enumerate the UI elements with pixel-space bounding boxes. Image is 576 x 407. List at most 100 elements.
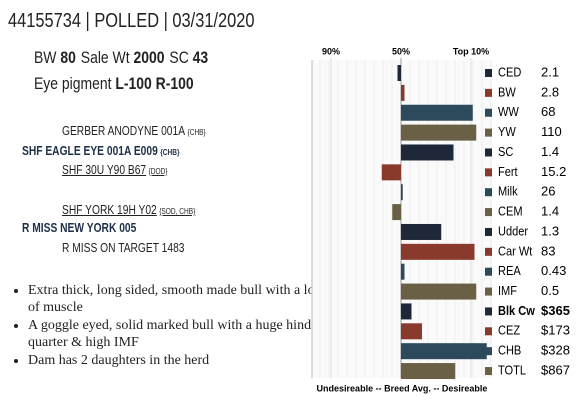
bar [381,164,401,181]
stat-label: Eye pigment [34,74,112,93]
pedigree-name: GERBER ANODYNE 001A [62,124,186,138]
epd-value: 2.8 [541,84,559,99]
pedigree-name: R MISS NEW YORK 005 [22,221,137,235]
trait-name: CED [498,65,522,80]
epd-value: 1.4 [541,144,559,159]
legend-swatch [485,148,492,157]
x-tick-label: 50% [392,46,410,56]
x-tick-label: 90% [322,46,340,56]
trait-name: Udder [498,224,528,239]
trait-name: SC [498,144,514,159]
legend-swatch [485,108,492,117]
legend-swatch [485,347,492,356]
stat-label: BW [34,48,57,67]
trait-name: REA [498,263,522,278]
pedigree-name: SHF YORK 19H Y02 [62,203,157,217]
epd-value: 2.1 [541,64,559,79]
stat-value: 2000 [133,48,165,67]
bar [401,84,405,101]
epd-value: $173 [541,323,570,338]
pedigree-line: SHF 30U Y90 B67 {DOD} [62,163,168,177]
bar [401,124,477,141]
legend-swatch [485,327,492,336]
pedigree-line: SHF EAGLE EYE 001A E009 {CHB} [22,144,180,158]
stat-label: SC [169,48,189,67]
legend-swatch [485,69,492,77]
epd-value: 26 [541,184,555,199]
legend-swatch [485,88,492,97]
pedigree-tag: {SOD, CHB} [159,207,196,216]
pedigree-line: R MISS ON TARGET 1483 [62,241,184,255]
trait-name: Fert [498,164,518,179]
epd-value: $365 [541,303,570,318]
stats-line: BW 80 Sale Wt 2000 SC 43 [34,48,213,68]
bar [401,343,487,360]
stat-value: L-100 R-100 [115,74,194,93]
stats-line: Eye pigment L-100 R-100 [34,74,199,94]
pedigree-line: R MISS NEW YORK 005 [22,221,136,235]
bar [392,204,401,221]
legend-swatch [485,227,492,236]
epd-value: 110 [541,124,562,139]
trait-name: CHB [498,343,521,358]
pedigree-tag: {DOD} [148,167,168,176]
trait-name: Blk Cw [498,303,535,318]
trait-name: IMF [498,283,517,298]
pedigree-tag: {CHB} [187,128,206,137]
epd-value: 68 [541,104,555,119]
trait-name: YW [498,124,516,139]
legend-swatch [485,128,492,137]
trait-name: CEM [498,204,523,219]
legend-swatch [485,168,492,177]
bar [401,283,477,300]
epd-value: $328 [541,343,570,358]
bar [401,144,454,161]
bar [401,323,422,340]
bar [401,263,405,280]
stat-value: 43 [192,48,209,67]
trait-name: Milk [498,184,519,199]
epd-value: 0.43 [541,263,566,278]
x-tick-label: Top 10% [453,46,489,56]
pedigree-name: SHF 30U Y90 B67 [62,163,147,177]
bar [401,363,456,380]
epd-value: $867 [541,362,570,377]
trait-name: CEZ [498,323,520,338]
bullets: Extra thick, long sided, smooth made bul… [0,282,328,370]
legend-swatch [485,307,492,316]
bar [397,65,401,81]
trait-name: TOTL [498,363,526,378]
bullet: A goggle eyed, solid marked bull with a … [28,317,328,351]
bar [401,223,442,240]
epd-value: 1.3 [541,223,559,238]
bar [401,184,403,201]
legend-swatch [485,367,492,376]
epd-value: 1.4 [541,204,559,219]
legend-swatch [485,267,492,276]
pedigree-tag: {CHB} [160,148,180,157]
epd-value: 83 [541,243,555,258]
stat-value: 80 [60,48,76,67]
bar [401,243,475,260]
legend-swatch [485,287,492,296]
pedigree-line: SHF YORK 19H Y02 {SOD, CHB} [62,203,195,217]
pedigree-name: R MISS ON TARGET 1483 [62,241,185,255]
trait-name: BW [498,84,516,99]
title: 44155734 | POLLED | 03/31/2020 [8,10,255,32]
epd-value: 15.2 [541,164,566,179]
bar [401,104,473,121]
bar [401,303,412,320]
legend-swatch [485,247,492,256]
legend-swatch [485,208,492,217]
trait-name: WW [498,104,519,119]
chart-footer: Undesireable -- Breed Avg. -- Desireable [317,383,488,393]
epd-value: 0.5 [541,283,559,298]
bullet: Extra thick, long sided, smooth made bul… [28,282,328,316]
trait-name: Car Wt [498,243,533,258]
legend-swatch [485,188,492,197]
bullet: Dam has 2 daughters in the herd [28,352,328,369]
pedigree-line: GERBER ANODYNE 001A {CHB} [62,124,206,138]
stat-label: Sale Wt [80,48,130,67]
